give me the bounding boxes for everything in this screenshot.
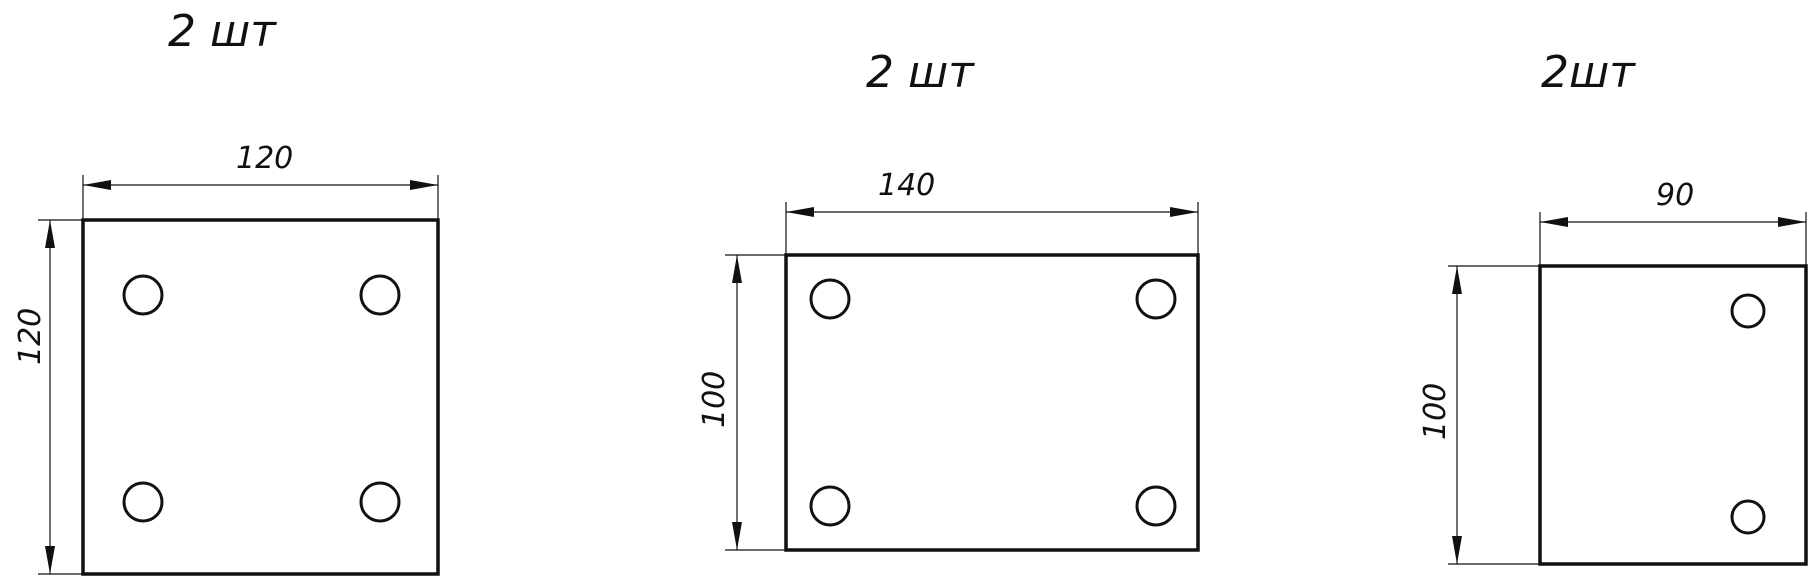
part-3-plate-outline <box>1538 264 1808 566</box>
part-3-quantity-label: 2шт <box>1541 47 1636 98</box>
part-3-height-arrow-bottom <box>1452 536 1462 564</box>
part-2-hole-top-left <box>809 278 851 320</box>
part-1: 2 шт 120 120 <box>13 6 440 576</box>
part-1-hole-bottom-left <box>122 481 164 523</box>
part-1-height-arrow-top <box>45 220 55 248</box>
part-2-hole-top-right <box>1135 278 1177 320</box>
part-3-width-arrow-right <box>1778 217 1806 227</box>
part-2-height-arrow-bottom <box>732 522 742 550</box>
part-1-hole-top-left <box>122 274 164 316</box>
part-1-width-arrow-right <box>410 180 438 190</box>
part-3-width-arrow-left <box>1540 217 1568 227</box>
part-3-height-label: 100 <box>1418 383 1453 440</box>
part-3-hole-bottom <box>1730 499 1766 535</box>
part-3-height-arrow-top <box>1452 266 1462 294</box>
part-2-height-label: 100 <box>697 371 732 428</box>
part-1-width-arrow-left <box>83 180 111 190</box>
part-2: 2 шт 140 100 <box>697 47 1200 552</box>
part-2-plate-outline <box>784 253 1200 552</box>
part-3-width-label: 90 <box>1656 178 1694 213</box>
part-2-width-arrow-right <box>1170 207 1198 217</box>
part-3-hole-top <box>1730 293 1766 329</box>
part-2-width-label: 140 <box>878 168 935 203</box>
part-2-hole-bottom-left <box>809 485 851 527</box>
part-3: 2шт 90 100 <box>1418 47 1808 566</box>
part-1-height-arrow-bottom <box>45 546 55 574</box>
part-1-hole-top-right <box>359 274 401 316</box>
part-1-height-label: 120 <box>13 308 48 365</box>
part-1-plate-outline <box>81 218 440 576</box>
part-2-width-arrow-left <box>786 207 814 217</box>
part-2-height-arrow-top <box>732 255 742 283</box>
part-1-width-label: 120 <box>236 141 293 176</box>
part-1-hole-bottom-right <box>359 481 401 523</box>
part-1-quantity-label: 2 шт <box>168 6 277 57</box>
part-2-quantity-label: 2 шт <box>866 47 975 98</box>
part-2-hole-bottom-right <box>1135 485 1177 527</box>
